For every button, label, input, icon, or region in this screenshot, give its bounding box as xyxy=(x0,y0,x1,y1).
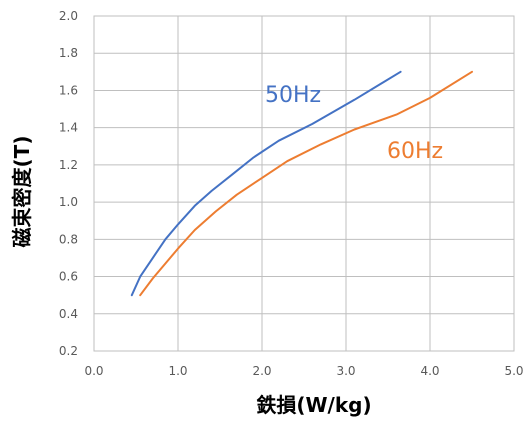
series-line-60hz xyxy=(139,70,473,297)
series-line-50hz xyxy=(130,70,402,297)
plot-area-frame xyxy=(93,15,515,352)
series-label-50hz: 50Hz xyxy=(265,83,321,108)
x-tick-label: 2.0 xyxy=(252,364,271,378)
y-tick-label: 1.2 xyxy=(59,158,78,172)
x-tick-label: 3.0 xyxy=(336,364,355,378)
x-tick-labels: 0.0 1.0 2.0 3.0 4.0 5.0 xyxy=(84,364,523,378)
y-tick-label: 0.4 xyxy=(59,307,78,321)
y-tick-label: 1.0 xyxy=(59,195,78,209)
y-tick-labels: 0.2 0.4 0.6 0.8 1.0 1.2 1.4 1.6 1.8 2.0 xyxy=(59,9,78,358)
x-tick-label: 5.0 xyxy=(504,364,523,378)
y-tick-label: 1.8 xyxy=(59,46,78,60)
x-axis-title: 鉄損(W/kg) xyxy=(256,393,371,417)
y-tick-label: 1.4 xyxy=(59,121,78,135)
x-tick-label: 4.0 xyxy=(420,364,439,378)
y-tick-label: 0.8 xyxy=(59,232,78,246)
grid-lines xyxy=(94,16,514,351)
series-label-60hz: 60Hz xyxy=(387,139,443,164)
y-tick-label: 0.2 xyxy=(59,344,78,358)
y-tick-label: 1.6 xyxy=(59,83,78,97)
y-axis-title: 磁束密度(T) xyxy=(10,136,34,248)
y-tick-label: 0.6 xyxy=(59,270,78,284)
series-layer xyxy=(130,70,473,297)
x-tick-label: 0.0 xyxy=(84,364,103,378)
annotation-layer: 50Hz 60Hz xyxy=(265,83,443,164)
y-tick-label: 2.0 xyxy=(59,9,78,23)
x-tick-label: 1.0 xyxy=(168,364,187,378)
